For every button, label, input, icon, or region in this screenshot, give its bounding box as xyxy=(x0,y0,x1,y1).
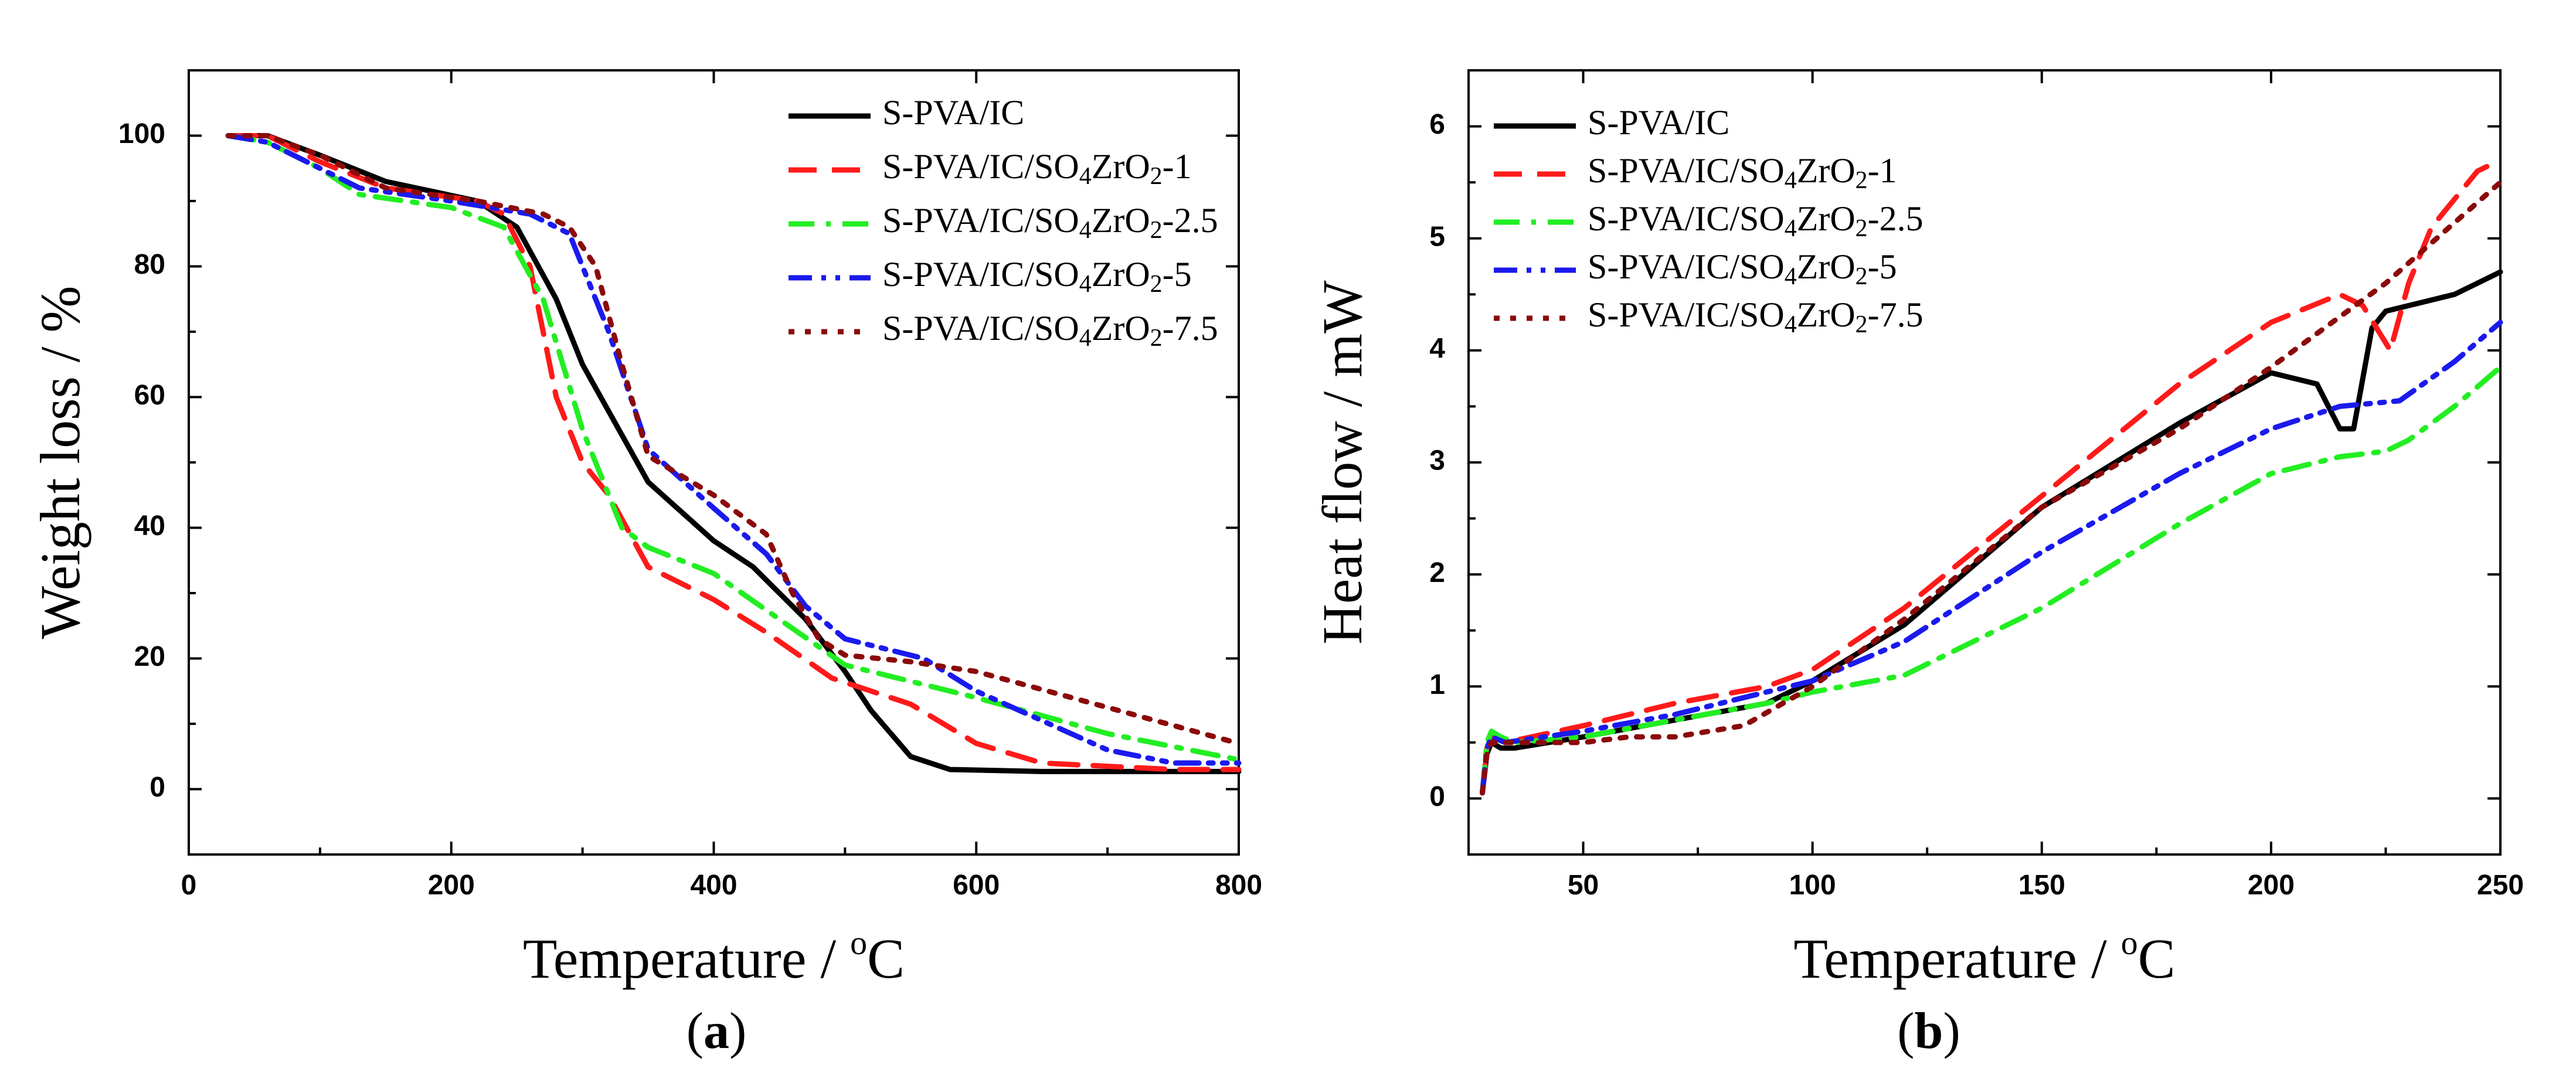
y-tick-label-b-5: 5 xyxy=(1429,221,1445,252)
x-tick-label-b-2: 150 xyxy=(2018,870,2065,901)
x-tick-label-b-3: 200 xyxy=(2248,870,2295,901)
y-tick-label-b-1: 1 xyxy=(1429,669,1445,700)
legend-label-a-1: S-PVA/IC/SO4ZrO2-1 xyxy=(882,147,1192,190)
x-tick-label-a-1: 200 xyxy=(428,870,475,901)
series-line-b-4 xyxy=(1480,179,2503,796)
y-tick-label-a-3: 60 xyxy=(134,380,165,411)
y-tick-label-a-5: 100 xyxy=(118,118,165,149)
legend-label-b-4: S-PVA/IC/SO4ZrO2-7.5 xyxy=(1588,295,1923,338)
y-tick-label-a-2: 40 xyxy=(134,510,165,542)
y-axis-title-a: Weight loss / % xyxy=(29,286,91,639)
legend-label-b-2: S-PVA/IC/SO4ZrO2-2.5 xyxy=(1588,199,1923,242)
legend-label-a-3: S-PVA/IC/SO4ZrO2-5 xyxy=(882,255,1192,298)
y-axis-title-b: Heat flow / mW xyxy=(1311,280,1374,645)
x-axis-title-a: Temperature / oC xyxy=(523,924,905,990)
y-tick-label-a-1: 20 xyxy=(134,641,165,672)
y-tick-label-b-2: 2 xyxy=(1429,557,1445,588)
chart-panel-b: 50 100 150 200 250 0 1 2 3 4 5 6 Temperature / oC Hea… xyxy=(1311,69,2524,990)
y-tick-label-b-6: 6 xyxy=(1429,109,1445,140)
series-line-b-0 xyxy=(1480,269,2503,796)
y-tick-label-b-0: 0 xyxy=(1429,781,1445,812)
x-tick-label-a-4: 800 xyxy=(1215,870,1262,901)
x-tick-label-b-1: 100 xyxy=(1789,870,1836,901)
y-tick-label-b-3: 3 xyxy=(1429,445,1445,476)
y-tick-label-a-0: 0 xyxy=(149,772,165,803)
series-line-b-3 xyxy=(1480,319,2503,796)
panel-label-b: (b) xyxy=(1897,1003,1960,1060)
series-line-a-1 xyxy=(225,133,1242,772)
series-line-a-2 xyxy=(225,133,1242,762)
legend-label-b-0: S-PVA/IC xyxy=(1588,103,1729,142)
x-tick-label-b-4: 250 xyxy=(2477,870,2524,901)
series-line-a-0 xyxy=(225,133,1242,774)
series-line-a-3 xyxy=(225,133,1242,766)
series-line-a-4 xyxy=(225,133,1242,746)
x-tick-label-b-0: 50 xyxy=(1568,870,1599,901)
legend-label-b-1: S-PVA/IC/SO4ZrO2-1 xyxy=(1588,151,1897,194)
y-tick-label-a-4: 80 xyxy=(134,249,165,280)
panel-label-a: (a) xyxy=(687,1003,747,1060)
x-tick-label-a-3: 600 xyxy=(953,870,1000,901)
legend-label-a-4: S-PVA/IC/SO4ZrO2-7.5 xyxy=(882,309,1218,352)
x-tick-label-a-2: 400 xyxy=(690,870,737,901)
legend-label-b-3: S-PVA/IC/SO4ZrO2-5 xyxy=(1588,247,1897,290)
x-tick-label-a-0: 0 xyxy=(181,870,197,901)
legend-label-a-2: S-PVA/IC/SO4ZrO2-2.5 xyxy=(882,201,1218,244)
series-line-b-2 xyxy=(1480,365,2503,796)
chart-panel-a: 0 200 400 600 800 0 20 40 60 80 100 Temperature / o… xyxy=(29,69,1262,990)
legend-label-a-0: S-PVA/IC xyxy=(882,93,1024,132)
x-axis-title-b: Temperature / oC xyxy=(1793,924,2175,990)
y-tick-label-b-4: 4 xyxy=(1429,333,1445,365)
